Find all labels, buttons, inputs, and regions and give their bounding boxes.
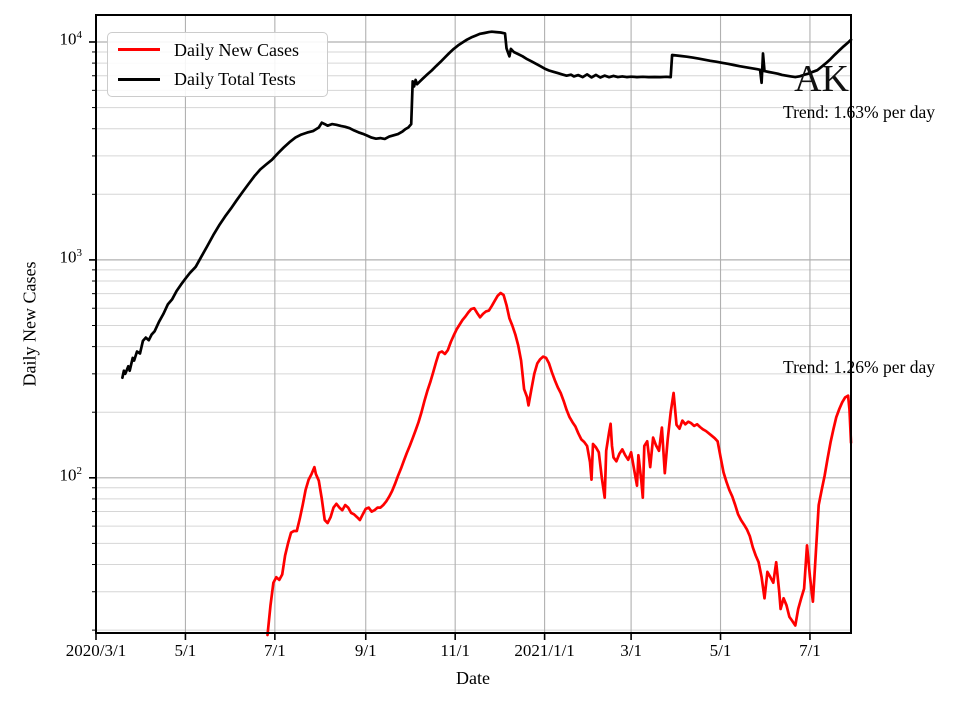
y-tick-label: 104 bbox=[59, 28, 83, 49]
axes-spines bbox=[89, 14, 852, 640]
x-tick-label: 7/1 bbox=[263, 641, 286, 660]
legend-line-sample-red-icon bbox=[118, 48, 160, 52]
state-label: AK bbox=[794, 58, 849, 100]
x-tick-label: 2021/1/1 bbox=[514, 641, 575, 660]
legend-label-daily-total-tests: Daily Total Tests bbox=[174, 69, 296, 90]
x-tick-label: 11/1 bbox=[440, 641, 470, 660]
legend-label-daily-new-cases: Daily New Cases bbox=[174, 39, 299, 60]
series-line-daily-total-tests bbox=[121, 30, 853, 380]
y-tick-label: 103 bbox=[59, 246, 83, 267]
y-axis-title: Daily New Cases bbox=[19, 261, 40, 387]
x-tick-label: 2020/3/1 bbox=[65, 641, 127, 660]
legend: Daily New Cases Daily Total Tests bbox=[107, 32, 328, 97]
legend-line-sample-black-icon bbox=[118, 77, 160, 81]
x-tick-label: 5/1 bbox=[174, 641, 197, 660]
legend-item-daily-total-tests: Daily Total Tests bbox=[108, 65, 327, 95]
x-tick-label: 3/1 bbox=[620, 641, 642, 660]
series-line-daily-new-cases bbox=[266, 291, 853, 637]
x-tick-label: 5/1 bbox=[709, 641, 732, 660]
x-tick-label: 7/1 bbox=[799, 641, 821, 660]
x-axis-title: Date bbox=[456, 668, 490, 688]
x-tick-label: 9/1 bbox=[354, 641, 377, 660]
y-tick-label: 102 bbox=[59, 464, 83, 485]
legend-item-daily-new-cases: Daily New Cases bbox=[108, 35, 327, 65]
trend-annotation-cases: Trend: 1.26% per day bbox=[783, 357, 935, 377]
gridlines bbox=[95, 15, 851, 633]
trend-annotation-tests: Trend: 1.63% per day bbox=[783, 102, 935, 122]
